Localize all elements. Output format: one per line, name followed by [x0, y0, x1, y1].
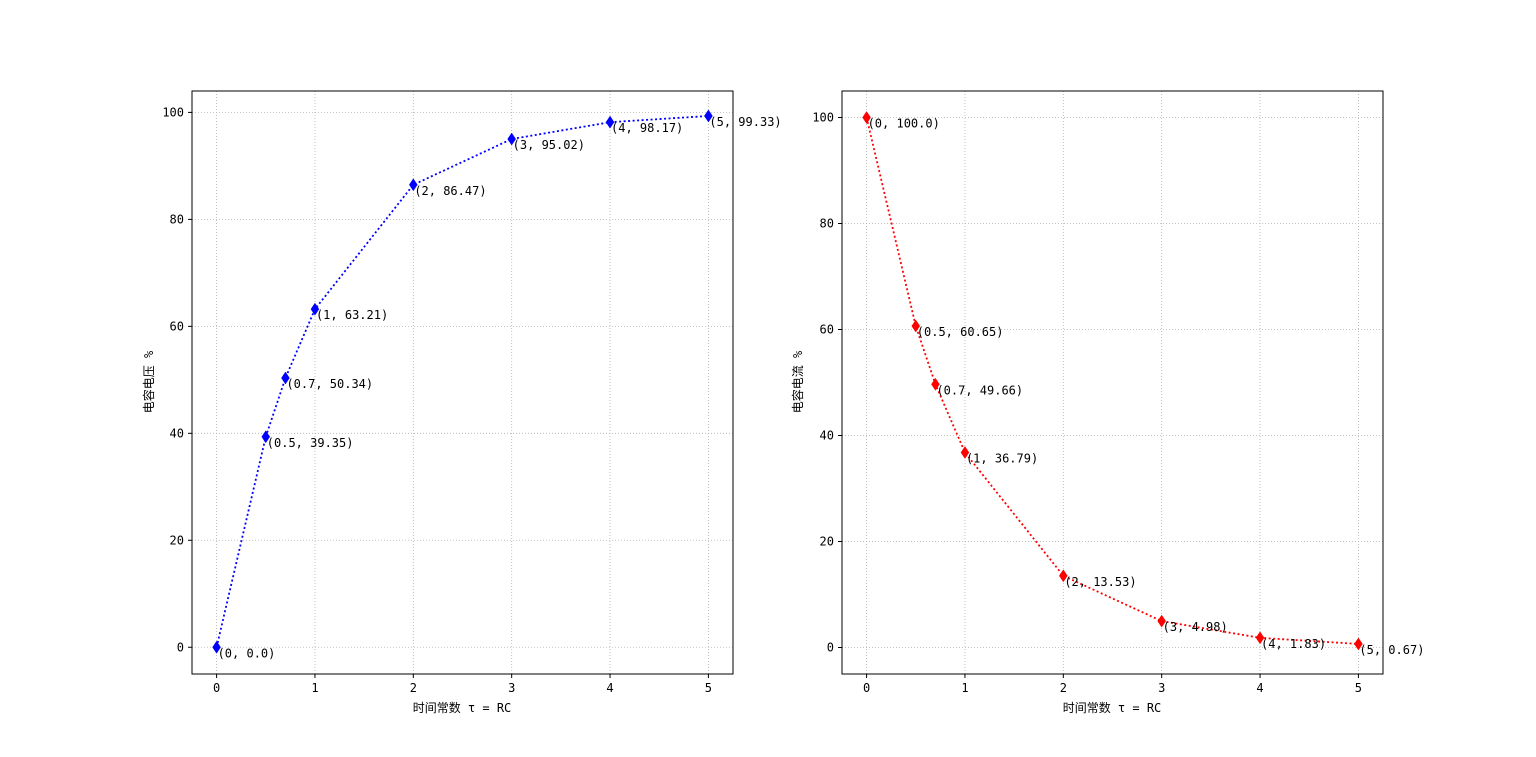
current-data-point-label: (3, 4.98) [1163, 620, 1228, 634]
current-chart-grid [842, 91, 1383, 674]
voltage-x-tick-label: 0 [213, 681, 220, 695]
voltage-data-point-label: (1, 63.21) [316, 308, 388, 322]
voltage-y-tick-label: 20 [170, 533, 184, 547]
voltage-series-line [215, 115, 709, 648]
voltage-chart-axes-frame [191, 90, 734, 675]
current-data-point-label: (5, 0.67) [1359, 643, 1424, 657]
current-x-tick-label: 4 [1256, 681, 1263, 695]
voltage-x-tick-label: 1 [311, 681, 318, 695]
voltage-data-point-marker [310, 302, 320, 316]
current-data-point-marker [931, 377, 940, 391]
current-series-line [865, 117, 1359, 645]
current-data-point-label: (1, 36.79) [966, 452, 1038, 466]
voltage-x-tick-label: 3 [508, 681, 515, 695]
voltage-x-tick-label: 4 [606, 681, 613, 695]
current-x-tick-label: 3 [1158, 681, 1165, 695]
current-data-point-marker [1157, 614, 1166, 628]
current-chart: (0, 100.0) (0.5, 60.65) (0.7, 49.66) (1, 36… [790, 90, 1424, 715]
current-y-tick-label: 80 [820, 217, 834, 231]
voltage-y-tick-label: 0 [177, 640, 184, 654]
voltage-data-point-label: (0.5, 39.35) [267, 436, 354, 450]
current-chart-marks: (0, 100.0) (0.5, 60.65) (0.7, 49.66) (1, 36… [862, 111, 1424, 657]
voltage-chart-grid [192, 91, 733, 674]
current-y-tick-label: 40 [820, 429, 834, 443]
voltage-y-tick-label: 40 [170, 426, 184, 440]
current-data-point-label: (0.5, 60.65) [917, 325, 1004, 339]
current-y-tick-label: 100 [812, 111, 834, 125]
voltage-data-point-marker [507, 132, 516, 146]
voltage-data-point-marker [409, 178, 418, 192]
current-chart-y-axis-label: 电容电流 % [790, 350, 805, 413]
voltage-data-point-label: (5, 99.33) [709, 115, 781, 129]
current-data-point-marker [1354, 637, 1363, 651]
current-data-point-marker [1059, 569, 1068, 583]
voltage-data-point-marker [212, 640, 221, 654]
current-data-point-marker [911, 319, 921, 333]
voltage-data-point-label: (4, 98.17) [611, 121, 683, 135]
current-data-point-marker [1255, 631, 1265, 645]
voltage-y-tick-label: 80 [170, 212, 184, 226]
voltage-chart-y-axis-label: 电容电压 % [141, 350, 156, 413]
current-data-point-label: (0.7, 49.66) [936, 383, 1023, 397]
current-x-tick-label: 1 [961, 681, 968, 695]
current-chart-x-axis-label: 时间常数 τ = RC [1063, 700, 1162, 715]
current-data-point-label: (2, 13.53) [1064, 575, 1136, 589]
voltage-data-point-marker [605, 115, 615, 129]
voltage-data-point-label: (2, 86.47) [414, 184, 486, 198]
current-x-tick-label: 2 [1060, 681, 1067, 695]
voltage-data-point-label: (3, 95.02) [513, 138, 585, 152]
current-y-tick-label: 0 [827, 641, 834, 655]
voltage-y-tick-label: 100 [162, 105, 184, 119]
current-data-point-marker [960, 446, 970, 459]
voltage-data-point-marker [704, 109, 713, 123]
current-chart-axes-frame [841, 90, 1384, 675]
current-x-tick-label: 5 [1355, 681, 1362, 695]
voltage-chart: (0, 0.0) (0.5, 39.35) (0.7, 50.34) (1, 63.2… [141, 90, 782, 715]
current-y-tick-label: 20 [820, 535, 834, 549]
voltage-x-tick-label: 5 [705, 681, 712, 695]
voltage-y-tick-label: 60 [170, 319, 184, 333]
voltage-data-point-marker [261, 430, 271, 444]
current-data-point-label: (4, 1.83) [1261, 637, 1326, 651]
current-y-tick-label: 60 [820, 323, 834, 337]
current-chart-ticks: 0 1 2 3 4 5 0 20 40 60 80 100 [812, 111, 1362, 696]
current-data-point-label: (0, 100.0) [868, 117, 940, 131]
voltage-chart-marks: (0, 0.0) (0.5, 39.35) (0.7, 50.34) (1, 63.2… [212, 109, 782, 660]
voltage-data-point-label: (0, 0.0) [218, 646, 276, 660]
current-x-tick-label: 0 [863, 681, 870, 695]
voltage-data-point-label: (0.7, 50.34) [286, 377, 373, 391]
voltage-chart-ticks: 0 1 2 3 4 5 0 20 40 60 80 100 [162, 105, 712, 695]
voltage-data-point-marker [281, 371, 290, 385]
voltage-x-tick-label: 2 [410, 681, 417, 695]
voltage-chart-x-axis-label: 时间常数 τ = RC [413, 700, 512, 715]
current-data-point-marker [862, 111, 871, 124]
